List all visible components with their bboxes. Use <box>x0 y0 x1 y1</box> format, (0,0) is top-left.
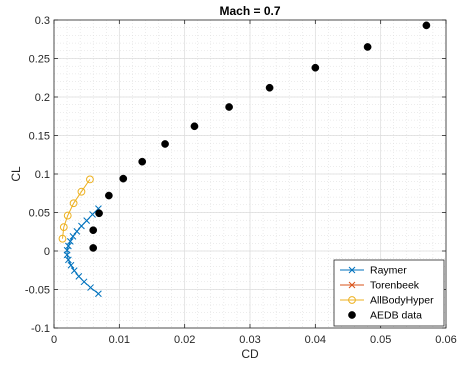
y-tick-label: -0.05 <box>25 285 50 297</box>
data-point <box>70 267 78 274</box>
y-tick-label: 0.25 <box>29 54 50 66</box>
x-tick-label: 0.01 <box>109 334 130 346</box>
data-point <box>73 228 81 235</box>
data-point <box>83 217 91 224</box>
x-tick-labels: 0 0.01 0.02 0.03 0.04 0.05 0.06 <box>51 334 457 346</box>
data-point <box>95 290 102 298</box>
data-point <box>363 43 372 51</box>
y-tick-labels: -0.1 -0.05 0 0.05 0.1 0.15 0.2 0.25 0.3 <box>25 15 50 335</box>
data-point <box>65 256 72 264</box>
x-tick-label: 0.05 <box>370 334 391 346</box>
data-point <box>89 226 98 235</box>
data-point <box>75 273 83 280</box>
data-point <box>87 284 94 291</box>
legend-item: AEDB data <box>348 310 422 322</box>
x-tick-label: 0.02 <box>174 334 195 346</box>
data-point <box>161 140 169 148</box>
marker-stroke <box>87 284 94 291</box>
data-point <box>58 234 67 243</box>
data-point <box>138 157 147 166</box>
x-tick-label: 0.03 <box>239 334 260 346</box>
data-point <box>265 83 274 92</box>
marker-stroke <box>348 281 356 289</box>
x-axis-title: CD <box>241 347 259 361</box>
legend-item: Raymer <box>340 265 407 277</box>
marker-stroke <box>80 278 88 286</box>
series-line <box>62 179 91 239</box>
marker-stroke <box>67 261 75 269</box>
data-point <box>65 242 72 250</box>
marker-stroke <box>66 238 74 245</box>
data-point <box>77 187 86 196</box>
data-point <box>422 21 431 30</box>
series-raymer <box>63 205 102 298</box>
marker-stroke <box>75 273 83 280</box>
data-point <box>119 174 128 183</box>
legend-marker <box>348 281 356 289</box>
marker-stroke <box>70 267 78 274</box>
data-point <box>59 223 68 232</box>
data-point <box>78 222 85 230</box>
legend-marker <box>348 266 356 274</box>
y-axis-title: CL <box>9 166 23 182</box>
x-tick-label: 0.04 <box>305 334 326 346</box>
marker-stroke <box>73 228 81 235</box>
data-point <box>66 238 74 245</box>
marker-stroke <box>78 222 85 230</box>
legend-item: AllBodyHyper <box>340 295 434 307</box>
data-point <box>89 244 98 252</box>
data-point <box>105 191 113 200</box>
x-tick-label: 0.06 <box>435 334 456 346</box>
marker-stroke <box>63 251 71 259</box>
series-allbodyhyper <box>58 175 94 243</box>
data-point <box>67 261 75 269</box>
x-tick-label: 0 <box>51 334 57 346</box>
data-point <box>95 209 103 218</box>
data-point <box>311 63 320 72</box>
legend: Raymer Torenbeek AllBodyHyper AEDB data <box>333 259 445 327</box>
marker-stroke <box>83 217 91 224</box>
marker-stroke <box>348 266 356 274</box>
chart-title: Mach = 0.7 <box>219 4 280 18</box>
legend-label: Torenbeek <box>370 280 420 292</box>
legend-label: AllBodyHyper <box>370 295 434 307</box>
data-point <box>63 251 71 259</box>
data-point <box>86 175 94 184</box>
data-point <box>69 199 78 208</box>
y-tick-label: 0.05 <box>29 208 50 220</box>
series-aedb-data <box>89 21 431 252</box>
marker-stroke <box>65 256 72 264</box>
series-layer <box>58 21 431 298</box>
data-point <box>69 233 77 240</box>
data-point <box>89 211 96 218</box>
data-point <box>190 122 199 131</box>
marker-stroke <box>69 233 77 240</box>
marker-stroke <box>95 290 102 298</box>
y-tick-label: 0.2 <box>35 92 50 104</box>
y-tick-label: 0.3 <box>35 15 50 27</box>
y-tick-label: -0.1 <box>31 323 50 335</box>
legend-marker <box>348 296 356 304</box>
legend-item: Torenbeek <box>340 280 420 292</box>
legend-label: AEDB data <box>370 310 422 322</box>
data-point <box>225 103 233 111</box>
legend-marker <box>348 311 356 319</box>
y-tick-label: 0.15 <box>29 131 50 143</box>
y-tick-label: 0 <box>44 246 50 258</box>
marker-stroke <box>65 242 72 250</box>
data-point <box>80 278 88 286</box>
data-point <box>63 211 72 220</box>
marker-stroke <box>89 211 96 218</box>
y-tick-label: 0.1 <box>35 169 50 181</box>
legend-label: Raymer <box>370 265 407 277</box>
